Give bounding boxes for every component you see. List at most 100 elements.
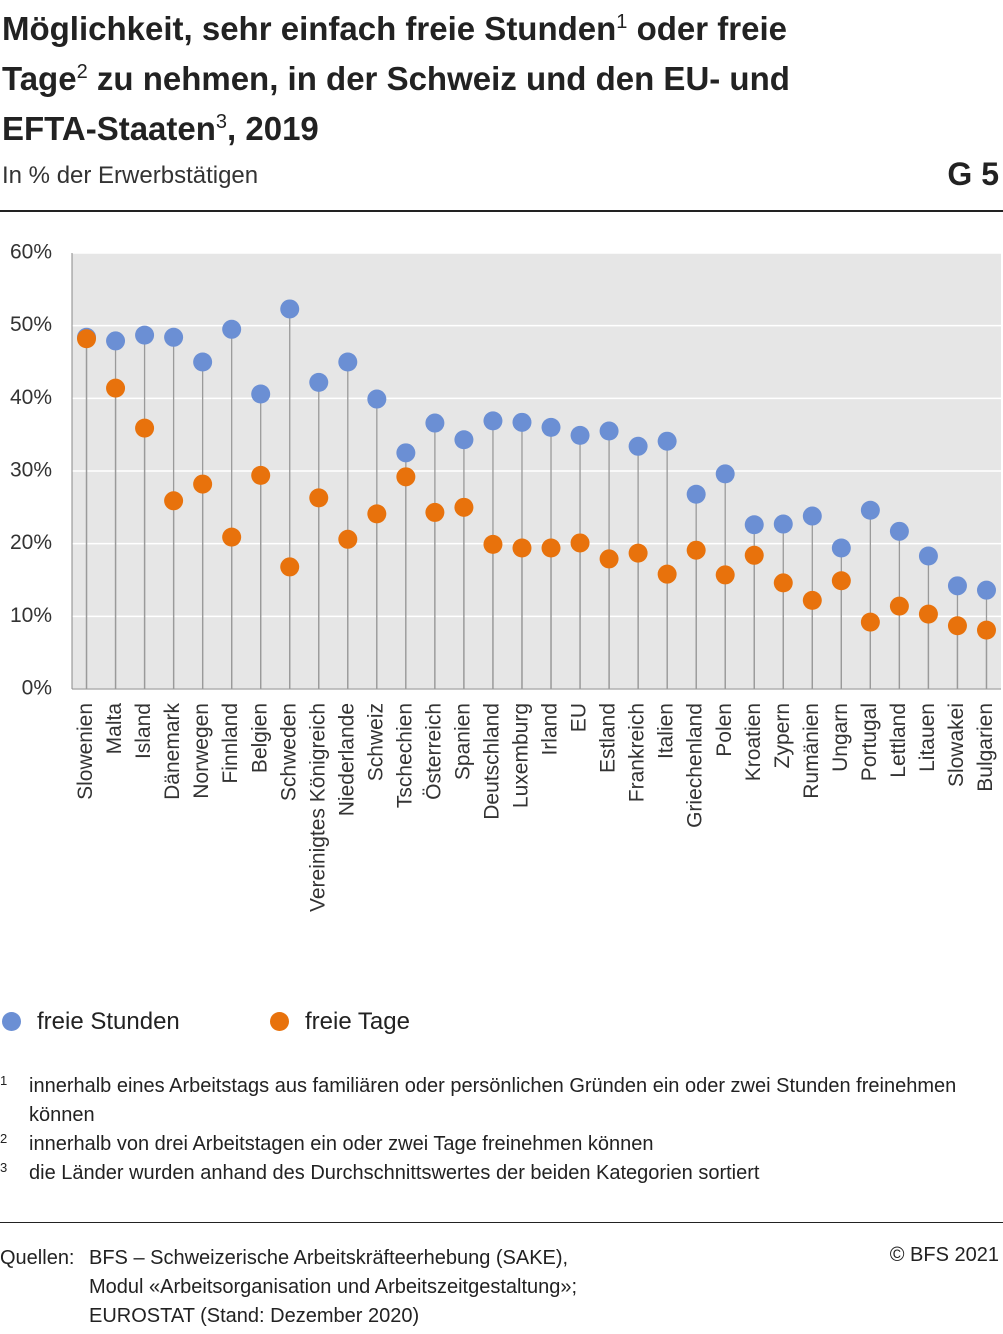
y-tick-label: 20% bbox=[10, 531, 52, 554]
x-tick-label: Deutschland bbox=[481, 703, 504, 820]
dot bbox=[599, 549, 619, 569]
dot bbox=[280, 557, 300, 577]
dot bbox=[541, 538, 561, 558]
legend-swatch bbox=[270, 1012, 289, 1031]
x-tick-label: Vereinigtes Königreich bbox=[306, 703, 329, 912]
dot bbox=[744, 545, 764, 565]
figure-label: G 5 bbox=[947, 156, 999, 192]
dot bbox=[802, 506, 822, 526]
source-line: EUROSTAT (Stand: Dezember 2020) bbox=[89, 1305, 420, 1327]
dot bbox=[657, 564, 677, 584]
dot bbox=[164, 491, 184, 511]
source-line: Modul «Arbeitsorganisation und Arbeitsze… bbox=[89, 1276, 578, 1298]
dot bbox=[483, 534, 503, 554]
x-tick-label: Kroatien bbox=[742, 703, 765, 781]
dot bbox=[657, 431, 677, 451]
dot bbox=[338, 352, 358, 372]
dot bbox=[889, 596, 909, 616]
copyright: © BFS 2021 bbox=[889, 1244, 999, 1266]
x-tick-label: Schweiz bbox=[364, 703, 387, 781]
footnote-mark: 1 bbox=[0, 1073, 8, 1088]
dot bbox=[396, 443, 416, 463]
dot bbox=[918, 604, 938, 624]
x-tick-label: Slowenien bbox=[74, 703, 97, 800]
x-tick-label: Portugal bbox=[858, 703, 881, 781]
source: Quellen: BFS – Schweizerische Arbeitskräf… bbox=[0, 1244, 577, 1327]
x-tick-label: Irland bbox=[539, 703, 562, 756]
footnote-mark: 2 bbox=[0, 1131, 8, 1146]
x-tick-label: Niederlande bbox=[335, 703, 358, 816]
x-tick-label: Ungarn bbox=[829, 703, 852, 772]
dot bbox=[309, 488, 329, 508]
dot bbox=[193, 474, 213, 494]
dot bbox=[686, 484, 706, 504]
dot bbox=[947, 616, 967, 636]
dot bbox=[831, 571, 851, 591]
x-tick-label: Luxemburg bbox=[510, 703, 533, 808]
dot bbox=[512, 412, 532, 432]
x-tick-label: Island bbox=[132, 703, 155, 759]
dot bbox=[976, 580, 996, 600]
dot bbox=[889, 521, 909, 541]
x-tick-label: Schweden bbox=[277, 703, 300, 801]
rule bbox=[0, 1222, 1003, 1223]
title-part: Möglichkeit, sehr einfach freie Stunden bbox=[2, 10, 617, 47]
dot bbox=[860, 612, 880, 632]
x-tick-label: Tschechien bbox=[393, 703, 416, 808]
dot bbox=[744, 515, 764, 535]
title-part: zu nehmen, in der Schweiz und den EU- un… bbox=[2, 60, 790, 147]
dot bbox=[686, 540, 706, 560]
x-tick-label: Griechenland bbox=[684, 703, 707, 828]
footnote-mark: 3 bbox=[0, 1160, 8, 1175]
dot bbox=[773, 573, 793, 593]
y-tick-label: 30% bbox=[10, 459, 52, 482]
dot bbox=[570, 533, 590, 553]
footnote: 3 die Länder wurden anhand des Durchschni… bbox=[0, 1159, 1000, 1188]
dot bbox=[628, 543, 648, 563]
dot bbox=[135, 418, 155, 438]
x-tick-label: Finnland bbox=[219, 703, 242, 784]
dot bbox=[164, 327, 184, 347]
legend-swatch bbox=[2, 1012, 21, 1031]
dot bbox=[599, 421, 619, 441]
dot bbox=[483, 411, 503, 431]
footnote-ref: 2 bbox=[76, 61, 88, 83]
x-tick-label: Norwegen bbox=[190, 703, 213, 799]
rule bbox=[0, 210, 1003, 212]
dot bbox=[454, 497, 474, 517]
chart: 0% 10% 20% 30% 40% 50% 60% Slowenien Malta Island… bbox=[10, 241, 1001, 912]
dot bbox=[106, 331, 126, 351]
x-tick-label: EU bbox=[568, 703, 591, 732]
dot bbox=[309, 372, 329, 392]
dot bbox=[367, 389, 387, 409]
x-tick-label: Bulgarien bbox=[974, 703, 997, 792]
y-tick-label: 10% bbox=[10, 604, 52, 627]
x-tick-label: Malta bbox=[103, 703, 126, 755]
dot bbox=[135, 325, 155, 345]
dot bbox=[396, 467, 416, 487]
x-tick-label: Estland bbox=[597, 703, 620, 773]
dot bbox=[193, 352, 213, 372]
footnote-text: innerhalb eines Arbeitstags aus familiär… bbox=[29, 1075, 957, 1126]
dot bbox=[77, 329, 97, 349]
footnotes: 1 innerhalb eines Arbeitstags aus familiä… bbox=[0, 1072, 1000, 1188]
dot bbox=[222, 319, 242, 339]
x-tick-label: Spanien bbox=[451, 703, 474, 780]
dot bbox=[831, 538, 851, 558]
dot bbox=[918, 546, 938, 566]
dot bbox=[367, 504, 387, 524]
y-tick-label: 60% bbox=[10, 241, 52, 264]
y-tick-label: 0% bbox=[22, 677, 52, 700]
footnote-text: die Länder wurden anhand des Durchschnit… bbox=[29, 1162, 760, 1184]
legend-item: freie Stunden bbox=[2, 1008, 180, 1036]
dot bbox=[222, 527, 242, 547]
dot bbox=[106, 378, 126, 398]
dot bbox=[773, 514, 793, 534]
source-line: BFS – Schweizerische Arbeitskräfteerhebu… bbox=[89, 1247, 569, 1269]
footnote-ref: 1 bbox=[616, 11, 628, 33]
subtitle: In % der Erwerbstätigen bbox=[2, 162, 259, 189]
dot bbox=[251, 384, 271, 404]
x-tick-label: Belgien bbox=[248, 703, 271, 773]
title-part: , 2019 bbox=[227, 110, 319, 147]
dot bbox=[860, 500, 880, 520]
